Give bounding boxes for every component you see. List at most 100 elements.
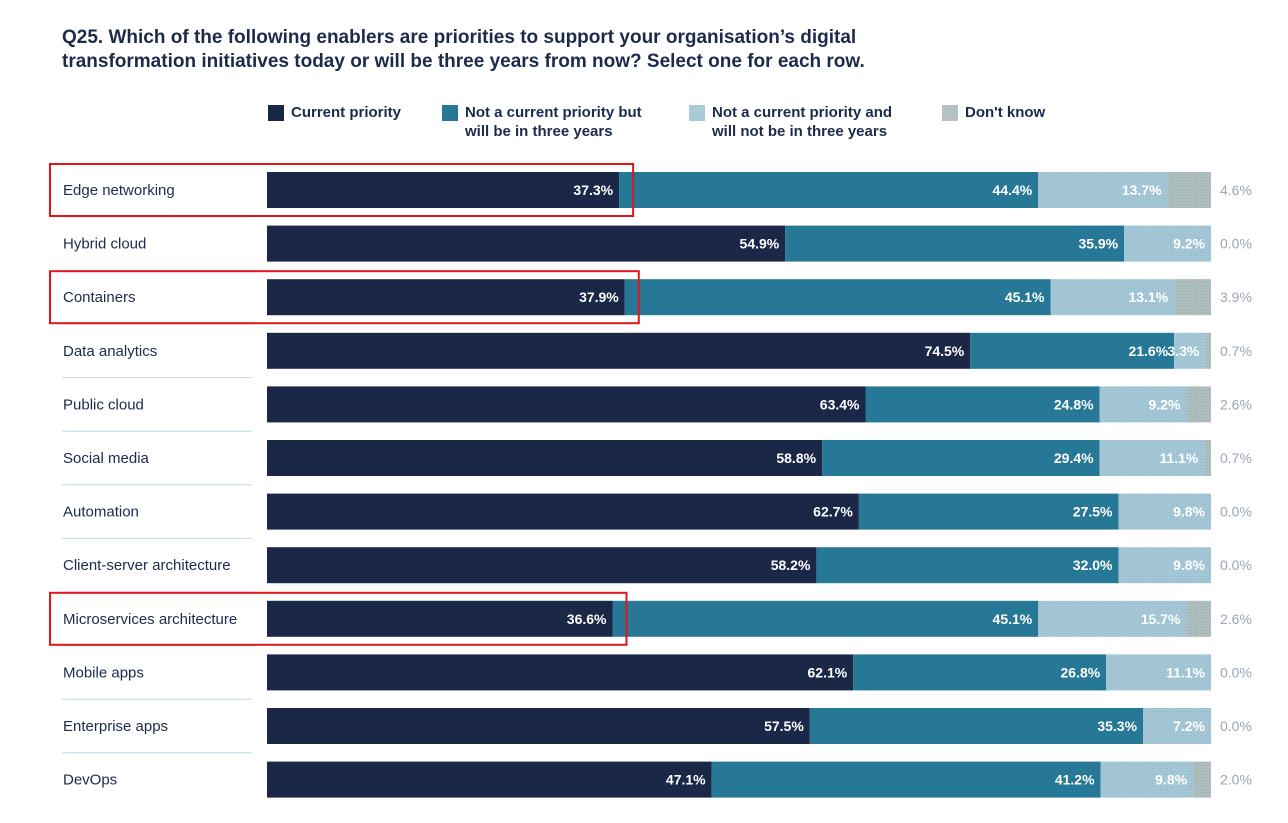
bar-segment-data-analytics-never <box>1174 332 1206 369</box>
value-label-containers-current: 37.9% <box>579 289 619 305</box>
value-label-devops-never: 9.8% <box>1155 772 1187 788</box>
bar-segment-edge-networking-future <box>619 172 1039 208</box>
value-label-enterprise-apps-future: 35.3% <box>1097 718 1137 734</box>
value-label-edge-networking-never: 13.7% <box>1122 182 1162 198</box>
bar-segment-social-media-current <box>267 440 823 476</box>
highlight-box-edge-networking <box>49 163 635 217</box>
bar-segment-devops-current <box>267 761 712 798</box>
value-label-client-server-architecture-current: 58.2% <box>771 557 811 573</box>
category-label-client-server-architecture: Client-server architecture <box>63 557 231 574</box>
value-label-devops-future: 41.2% <box>1055 772 1095 788</box>
value-label-hybrid-cloud-future: 35.9% <box>1078 236 1118 252</box>
value-label-edge-networking-dontknow: 4.6% <box>1220 182 1252 198</box>
bar-segment-mobile-apps-never <box>1106 654 1211 691</box>
bar-segment-microservices-architecture-dontknow <box>1186 600 1211 637</box>
bar-row-mobile-apps: Mobile apps 62.1% 26.8% 11.1% 0.0% <box>62 645 1252 691</box>
bar-segment-microservices-architecture-current <box>267 600 613 637</box>
bar-segment-edge-networking-current <box>267 172 620 208</box>
value-label-public-cloud-future: 24.8% <box>1054 396 1094 412</box>
bar-segment-public-cloud-current <box>267 386 866 423</box>
bar-row-social-media: Social media 58.8% 29.4% 11.1% 0.7% <box>62 430 1252 476</box>
value-label-containers-dontknow: 3.9% <box>1220 289 1252 305</box>
value-label-containers-future: 45.1% <box>1005 289 1045 305</box>
value-label-devops-current: 47.1% <box>666 772 706 788</box>
value-label-social-media-never: 11.1% <box>1159 450 1198 466</box>
chart-title: Q25. Which of the following enablers are… <box>62 26 922 74</box>
bar-segment-social-media-never <box>1099 440 1205 476</box>
bar-segment-automation-current <box>267 493 859 530</box>
value-label-automation-dontknow: 0.0% <box>1220 504 1252 520</box>
bar-row-hybrid-cloud: Hybrid cloud 54.9% 35.9% 9.2% 0.0% <box>62 216 1252 262</box>
legend-label-future-priority-line-2: will be in three years <box>465 123 613 140</box>
bar-segment-devops-dontknow <box>1193 761 1211 798</box>
bar-segment-hybrid-cloud-current <box>267 225 786 262</box>
legend-label-dont-know: Don't know <box>965 104 1046 121</box>
bar-row-client-server-architecture: Client-server architecture 58.2% 32.0% 9.8%… <box>62 537 1252 584</box>
value-label-client-server-architecture-never: 9.8% <box>1173 557 1205 573</box>
category-label-enterprise-apps: Enterprise apps <box>63 718 168 735</box>
category-label-containers: Containers <box>63 289 136 306</box>
legend-swatch-not-priority <box>689 105 705 121</box>
bar-segment-edge-networking-dontknow <box>1167 172 1211 208</box>
legend-item-not-priority: Not a current priority and will not be i… <box>689 103 892 141</box>
value-label-public-cloud-never: 9.2% <box>1149 396 1181 412</box>
bar-segment-social-media-dontknow <box>1204 440 1211 476</box>
category-label-edge-networking: Edge networking <box>63 182 175 199</box>
bar-segment-containers-never <box>1050 279 1175 316</box>
chart-title-line-1: Q25. Which of the following enablers are… <box>62 27 857 48</box>
bar-segment-containers-current <box>267 279 625 316</box>
bar-row-edge-networking: Edge networking 37.3% 44.4% 13.7% 4.6% <box>63 172 1252 208</box>
value-label-social-media-current: 58.8% <box>776 450 816 466</box>
bar-row-microservices-architecture: Microservices architecture 36.6% 45.1% 15.7… <box>62 591 1252 637</box>
legend-label-not-priority-line-2: will not be in three years <box>712 123 888 140</box>
value-label-client-server-architecture-future: 32.0% <box>1073 557 1113 573</box>
category-label-mobile-apps: Mobile apps <box>63 664 144 681</box>
value-label-automation-current: 62.7% <box>813 504 853 520</box>
bar-segment-data-analytics-future <box>970 332 1175 369</box>
value-label-client-server-architecture-dontknow: 0.0% <box>1220 557 1252 573</box>
value-label-social-media-future: 29.4% <box>1054 450 1094 466</box>
value-label-mobile-apps-dontknow: 0.0% <box>1220 664 1252 680</box>
bar-row-devops: DevOps 47.1% 41.2% 9.8% 2.0% <box>62 752 1252 798</box>
value-label-enterprise-apps-never: 7.2% <box>1173 718 1205 734</box>
bar-segment-client-server-architecture-future <box>816 547 1119 584</box>
value-label-automation-never: 9.8% <box>1173 504 1205 520</box>
bar-segment-social-media-future <box>822 440 1100 476</box>
category-label-social-media: Social media <box>63 450 150 467</box>
bar-segment-enterprise-apps-never <box>1143 708 1211 744</box>
value-label-microservices-architecture-dontknow: 2.6% <box>1220 611 1252 627</box>
value-label-automation-future: 27.5% <box>1073 504 1113 520</box>
category-label-devops: DevOps <box>63 772 117 789</box>
legend-swatch-current-priority <box>268 105 284 121</box>
value-label-hybrid-cloud-never: 9.2% <box>1173 236 1205 252</box>
bar-segment-mobile-apps-current <box>267 654 854 691</box>
value-label-microservices-architecture-never: 15.7% <box>1141 611 1181 627</box>
bar-segment-enterprise-apps-current <box>267 708 810 744</box>
bar-segment-devops-never <box>1100 761 1194 798</box>
legend-label-not-priority-line-1: Not a current priority and <box>712 104 893 121</box>
value-label-data-analytics-current: 74.5% <box>925 343 965 359</box>
value-label-microservices-architecture-current: 36.6% <box>567 611 607 627</box>
category-label-hybrid-cloud: Hybrid cloud <box>63 236 146 253</box>
bar-segment-automation-never <box>1118 493 1211 530</box>
chart-title-line-2: transformation initiatives today or will… <box>62 51 865 72</box>
bar-segment-public-cloud-never <box>1099 386 1187 423</box>
highlight-box-containers <box>49 270 640 325</box>
value-label-mobile-apps-never: 11.1% <box>1166 664 1205 680</box>
category-label-public-cloud: Public cloud <box>63 396 144 413</box>
bar-segment-enterprise-apps-future <box>809 708 1144 744</box>
highlight-box-microservices-architecture <box>49 591 628 646</box>
category-label-automation: Automation <box>63 504 139 521</box>
value-label-edge-networking-current: 37.3% <box>573 182 613 198</box>
legend-item-future-priority: Not a current priority but will be in th… <box>442 103 642 141</box>
legend-label-current-priority: Current priority <box>291 104 402 121</box>
bar-segment-hybrid-cloud-future <box>785 225 1125 262</box>
bar-segment-containers-dontknow <box>1174 279 1211 316</box>
bar-segment-data-analytics-dontknow <box>1205 332 1211 369</box>
bar-segment-public-cloud-dontknow <box>1186 386 1211 423</box>
legend-label-future-priority-line-1: Not a current priority but <box>465 104 642 121</box>
value-label-data-analytics-dontknow: 0.7% <box>1220 343 1252 359</box>
value-label-data-analytics-never: 3.3% <box>1167 343 1199 359</box>
bar-segment-mobile-apps-future <box>853 654 1107 691</box>
